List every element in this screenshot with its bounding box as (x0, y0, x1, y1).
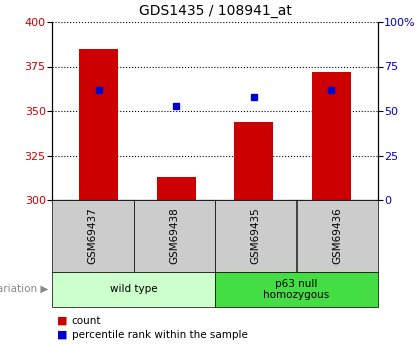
Title: GDS1435 / 108941_at: GDS1435 / 108941_at (139, 4, 291, 18)
Text: GSM69436: GSM69436 (332, 208, 342, 264)
Text: p63 null
homozygous: p63 null homozygous (263, 279, 330, 300)
Text: genotype/variation ▶: genotype/variation ▶ (0, 285, 48, 295)
Text: GSM69438: GSM69438 (169, 208, 179, 264)
Bar (79, 49, 118, 200)
Text: wild type: wild type (110, 285, 158, 295)
Text: count: count (72, 316, 101, 326)
Bar (312, 72, 351, 200)
Text: ■: ■ (57, 330, 68, 340)
Text: GSM69435: GSM69435 (251, 208, 261, 264)
Text: percentile rank within the sample: percentile rank within the sample (72, 330, 247, 340)
Bar (157, 177, 196, 200)
Bar (234, 122, 273, 200)
Text: GSM69437: GSM69437 (88, 208, 98, 264)
Text: ■: ■ (57, 316, 68, 326)
